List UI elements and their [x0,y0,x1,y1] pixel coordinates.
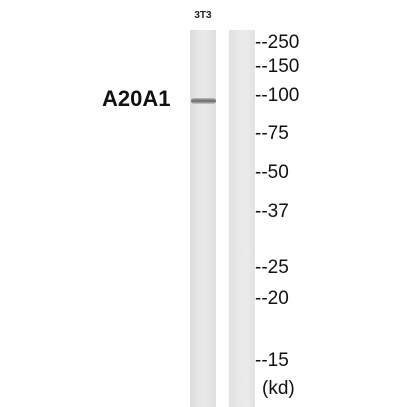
lane-label: 3T3 [194,10,212,21]
marker-15: --15 [255,350,289,371]
marker-150: --150 [255,56,300,77]
marker-250: --250 [255,32,300,53]
blot-lane-2 [229,30,255,407]
blot-lane-1 [190,30,216,407]
marker-20: --20 [255,288,289,309]
marker-37: --37 [255,201,289,222]
unit-label: (kd) [262,378,295,399]
marker-100: --100 [255,85,300,106]
protein-band [191,98,216,104]
marker-75: --75 [255,123,289,144]
marker-25: --25 [255,257,289,278]
marker-50: --50 [255,162,289,183]
protein-label: A20A1 [102,86,171,111]
